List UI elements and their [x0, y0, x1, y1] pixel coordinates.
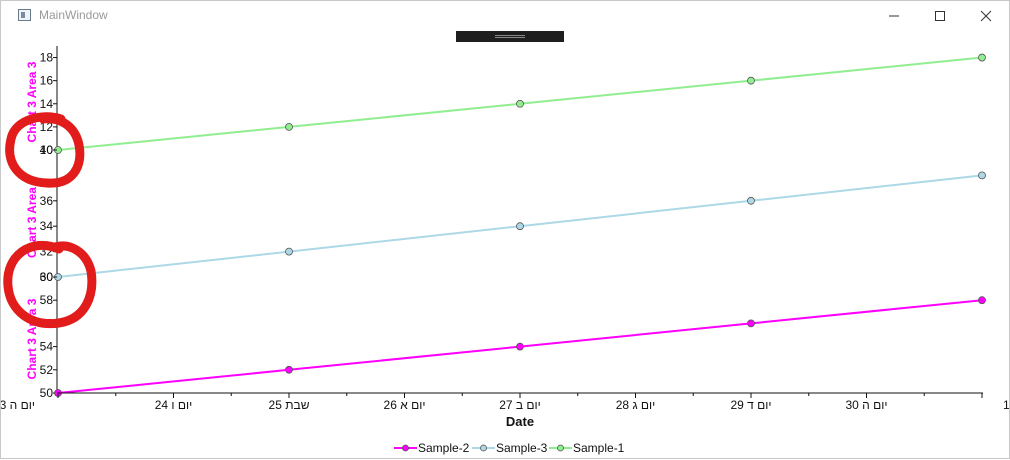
y-tick-label: 34: [40, 219, 54, 233]
minimize-icon: [889, 15, 899, 17]
x-tick-label: יום ה 30: [845, 398, 887, 412]
y-axis-title: Chart 3 Area 3: [25, 61, 39, 142]
data-point: [978, 171, 986, 180]
annotation-circle: [3, 240, 97, 329]
data-point: [978, 53, 986, 62]
minimize-button[interactable]: [871, 1, 917, 31]
y-tick-label: 36: [40, 194, 54, 208]
legend-marker: [402, 444, 409, 452]
y-tick-label: 14: [40, 97, 54, 111]
title-bar[interactable]: MainWindow: [1, 1, 1009, 31]
x-tick-label: יום ג 28: [616, 398, 655, 412]
x-tick-label: יום ו 24: [155, 398, 193, 412]
y-tick-label: 52: [40, 363, 54, 377]
data-point: [516, 222, 524, 231]
data-point: [285, 247, 293, 256]
x-tick-label: יום ה 23: [1, 398, 35, 412]
x-axis-title: Date: [506, 414, 534, 429]
y-axis-title: Chart 3 Area 3: [25, 298, 39, 379]
close-button[interactable]: [963, 1, 1009, 31]
x-tick-label: יום ד 29: [730, 398, 771, 412]
close-icon: [980, 10, 992, 22]
x-tick-label: יום א 26: [384, 398, 426, 412]
data-point: [516, 342, 524, 351]
maximize-icon: [935, 11, 945, 21]
x-tick-label: שבת 25: [269, 398, 310, 412]
y-tick-label: 54: [40, 340, 54, 354]
y-tick-label: 30: [40, 270, 54, 284]
data-point: [747, 319, 755, 328]
app-icon: [18, 9, 31, 21]
splitter-grip[interactable]: [456, 31, 564, 42]
x-tick-label: יום ב 27: [499, 398, 541, 412]
maximize-button[interactable]: [917, 1, 963, 31]
window-title: MainWindow: [39, 8, 108, 22]
y-tick-label: 10: [40, 143, 54, 157]
legend-label: Sample-2: [418, 441, 470, 455]
data-point: [285, 122, 293, 131]
legend-marker: [480, 444, 487, 452]
data-point: [978, 296, 986, 305]
legend-marker: [557, 444, 564, 452]
data-point: [747, 76, 755, 85]
data-point: [285, 365, 293, 374]
y-axis-title: Chart 3 Area 3: [25, 177, 39, 258]
data-point: [747, 196, 755, 205]
y-tick-label: 16: [40, 74, 54, 88]
legend-label: Sample-1: [573, 441, 625, 455]
y-tick-label: 18: [40, 51, 54, 65]
data-point: [516, 99, 524, 108]
annotation-circle: [5, 112, 85, 188]
y-tick-label: 40: [40, 143, 54, 157]
x-tick-label: יום ו 1: [1003, 398, 1010, 412]
y-tick-label: 60: [40, 270, 54, 284]
y-tick-label: 50: [40, 386, 54, 400]
legend-label: Sample-3: [496, 441, 548, 455]
y-tick-label: 58: [40, 293, 54, 307]
